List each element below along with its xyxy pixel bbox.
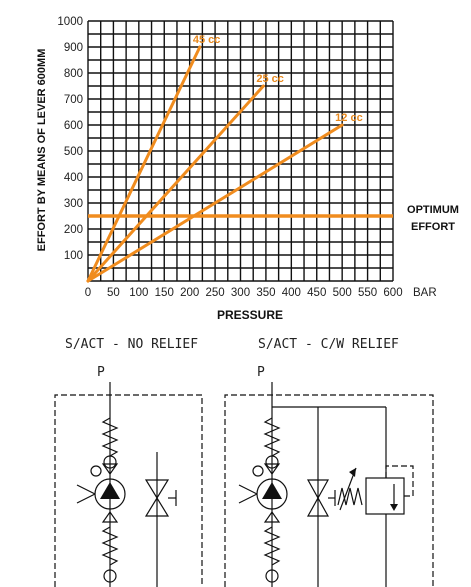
- right-upper-check-valve-icon: [263, 463, 281, 476]
- x-tick-label: 500: [333, 287, 352, 299]
- y-tick-label: 700: [64, 94, 83, 106]
- left-lower-spring-icon: [101, 526, 119, 566]
- effort-pressure-chart: 0 50 100 150 200 250 300 350 400 450 500 550 600 100…: [36, 16, 459, 322]
- y-tick-label: 100: [64, 250, 83, 262]
- right-lever-icon: [238, 493, 258, 504]
- x-tick-label: 350: [256, 287, 275, 299]
- y-tick-label: 500: [64, 146, 83, 158]
- x-axis-ticks: 0 50 100 150 200 250 300 350 400 450 500 550 600: [85, 287, 403, 299]
- y-tick-label: 800: [64, 68, 83, 80]
- left-upper-check-ball-icon: [103, 455, 117, 469]
- right-pilot-line: [385, 465, 414, 497]
- reference-line-label-2: EFFORT: [411, 221, 455, 233]
- y-axis-ticks: 100 200 300 400 500 600 700 800 900 1000: [57, 16, 83, 262]
- x-tick-label: 100: [129, 287, 148, 299]
- y-axis-label: EFFORT BY MEANS OF LEVER 600MM: [36, 49, 48, 252]
- series-label-1: 25 cc: [256, 73, 284, 85]
- left-lower-check-valve-icon: [101, 510, 119, 523]
- x-tick-label: 250: [205, 287, 224, 299]
- right-upper-check-ball-icon: [265, 455, 279, 469]
- right-relief-spring-icon: [337, 487, 363, 506]
- x-tick-label: 550: [358, 287, 377, 299]
- right-relief-valve-arrowhead-icon: [390, 504, 398, 511]
- y-tick-label: 400: [64, 172, 83, 184]
- series-line-1: [86, 84, 265, 283]
- left-pump-arrow-icon: [100, 482, 120, 499]
- right-port-label: P: [257, 365, 265, 380]
- left-upper-spring-icon: [101, 417, 119, 457]
- left-lever-icon: [76, 493, 96, 504]
- series-label-2: 12 cc: [335, 112, 363, 124]
- series-label-0: 45 cc: [193, 34, 221, 46]
- right-upper-spring-icon: [263, 417, 281, 457]
- right-pump-arrow-icon: [262, 482, 282, 499]
- series-labels: 45 cc 25 cc 12 cc: [193, 34, 363, 124]
- left-lever-icon-2: [76, 484, 96, 495]
- series-line-2: [86, 123, 344, 283]
- x-tick-label: 300: [231, 287, 250, 299]
- left-manual-valve-top-icon: [144, 479, 170, 500]
- left-schematic-title: S/ACT - NO RELIEF: [65, 337, 198, 352]
- right-lever-pivot-icon: [252, 465, 264, 477]
- x-tick-label: 50: [107, 287, 120, 299]
- y-tick-label: 900: [64, 42, 83, 54]
- left-lever-pivot-icon: [90, 465, 102, 477]
- reference-line-label-1: OPTIMUM: [407, 204, 459, 216]
- right-hydraulic-schematic: [224, 382, 434, 587]
- left-enclosure-border: [54, 394, 203, 587]
- x-tick-label: 200: [180, 287, 199, 299]
- chart-grid: [87, 20, 394, 282]
- left-hydraulic-schematic: [54, 382, 203, 587]
- right-lower-check-valve-icon: [263, 510, 281, 523]
- right-enclosure-border: [224, 394, 434, 587]
- x-tick-label: 450: [307, 287, 326, 299]
- left-manual-valve-bottom-icon: [144, 496, 170, 517]
- right-lever-icon-2: [238, 484, 258, 495]
- y-tick-label: 1000: [57, 16, 83, 28]
- y-tick-label: 200: [64, 224, 83, 236]
- left-upper-check-valve-icon: [101, 463, 119, 476]
- right-manual-valve-top-icon: [306, 479, 330, 500]
- right-adjust-arrowhead-icon: [349, 468, 356, 477]
- series-line-0: [86, 45, 202, 283]
- right-lower-check-ball-icon: [265, 569, 279, 583]
- x-tick-label: 600: [383, 287, 402, 299]
- x-axis-unit: BAR: [413, 287, 437, 299]
- x-axis-label: PRESSURE: [217, 308, 283, 322]
- left-lower-check-ball-icon: [103, 569, 117, 583]
- right-manual-valve-bottom-icon: [306, 496, 330, 517]
- right-lower-spring-icon: [263, 526, 281, 566]
- right-relief-valve-icon: [365, 477, 405, 515]
- x-tick-label: 400: [282, 287, 301, 299]
- left-port-label: P: [97, 365, 105, 380]
- x-tick-label: 0: [85, 287, 91, 299]
- right-schematic-title: S/ACT - C/W RELIEF: [258, 337, 399, 352]
- x-tick-label: 150: [155, 287, 174, 299]
- chart-series: [86, 45, 393, 283]
- y-tick-label: 300: [64, 198, 83, 210]
- y-tick-label: 600: [64, 120, 83, 132]
